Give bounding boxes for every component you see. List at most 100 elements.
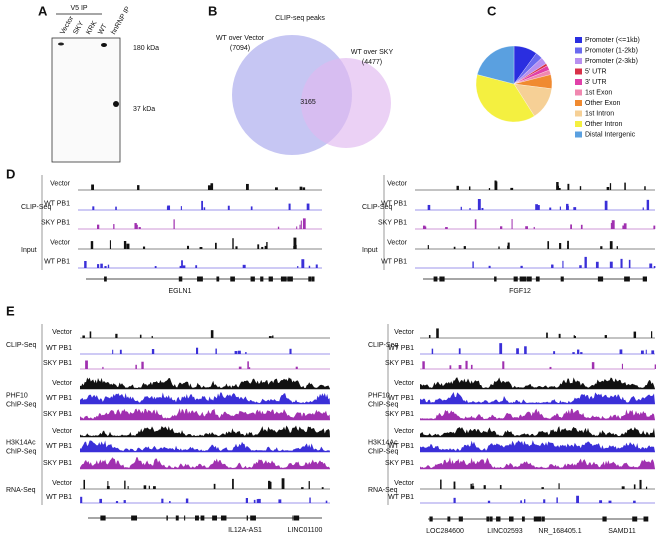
signal-peak	[558, 333, 561, 338]
exon	[496, 516, 501, 522]
group-label: CLIP-Seq	[21, 204, 51, 211]
signal-peak	[651, 331, 653, 338]
signal-peak	[308, 481, 310, 489]
signal-peak	[543, 499, 546, 503]
signal-area	[80, 440, 330, 452]
gene-name: LINC02593	[487, 528, 523, 535]
signal-peak	[619, 349, 623, 354]
signal-peak	[294, 244, 297, 249]
signal-peak	[574, 336, 576, 338]
track-label: Vector	[387, 239, 408, 246]
signal-peak	[245, 498, 248, 503]
signal-peak	[584, 256, 587, 268]
group-label: ChIP-Seq	[6, 448, 36, 455]
signal-peak	[232, 478, 234, 489]
signal-peak	[628, 259, 631, 268]
group-label: ChIP-Seq	[6, 401, 36, 408]
signal-peak	[458, 365, 462, 369]
signal-peak	[142, 246, 146, 249]
exon	[535, 276, 540, 282]
group-label: PHF10	[368, 392, 390, 399]
signal-peak	[633, 484, 636, 489]
signal-peak	[516, 348, 519, 354]
signal-peak	[606, 186, 610, 190]
signal-peak	[97, 224, 100, 229]
signal-peak	[207, 185, 211, 190]
track-label: WT PB1	[388, 395, 414, 402]
exon	[526, 276, 532, 282]
group-label: H3K14Ac	[368, 439, 398, 446]
signal-peak	[524, 499, 526, 503]
signal-peak	[552, 264, 554, 268]
signal-peak	[549, 207, 552, 210]
signal-peak	[610, 245, 613, 249]
signal-peak	[237, 350, 241, 354]
signal-peak	[649, 263, 653, 268]
signal-peak	[422, 361, 425, 369]
signal-peak	[123, 240, 127, 249]
signal-peak	[321, 487, 324, 489]
signal-peak	[109, 240, 111, 249]
legend-swatch	[575, 68, 582, 75]
signal-peak	[468, 186, 471, 190]
signal-peak	[107, 264, 110, 268]
signal-peak	[591, 362, 595, 369]
signal-area	[420, 392, 655, 404]
signal-peak	[609, 241, 613, 249]
signal-area	[420, 408, 655, 420]
signal-peak	[215, 242, 217, 249]
signal-area	[80, 408, 330, 420]
exon	[632, 516, 638, 522]
signal-peak	[558, 483, 560, 489]
track-label: WT PB1	[388, 443, 414, 450]
signal-peak	[502, 361, 505, 369]
legend-swatch	[575, 121, 582, 127]
signal-peak	[124, 480, 126, 489]
signal-peak	[567, 245, 569, 249]
signal-peak	[215, 348, 217, 354]
signal-peak	[595, 261, 599, 268]
exon	[536, 516, 542, 522]
group-label: H3K14Ac	[6, 439, 36, 446]
signal-peak	[481, 207, 484, 210]
signal-peak	[579, 186, 582, 190]
group-label: CLIP-Seq	[368, 342, 398, 349]
track-label: WT PB1	[44, 200, 70, 207]
signal-peak	[604, 200, 608, 210]
track-label: Vector	[394, 380, 415, 387]
signal-peak	[301, 259, 305, 268]
track-label: WT PB1	[388, 345, 414, 352]
signal-peak	[428, 335, 431, 338]
signal-peak	[185, 498, 189, 503]
label: (7094)	[230, 45, 250, 52]
exon	[260, 276, 264, 282]
legend-swatch	[575, 100, 582, 106]
gene-name: FGF12	[509, 288, 531, 295]
signal-peak	[520, 265, 523, 268]
exon	[442, 276, 445, 282]
lane-label: KRK	[85, 20, 98, 36]
exon	[523, 276, 527, 282]
signal-peak	[302, 218, 306, 229]
exon	[513, 276, 518, 282]
signal-peak	[604, 335, 607, 338]
signal-peak	[300, 220, 302, 229]
signal-peak	[621, 486, 625, 489]
signal-peak	[82, 335, 85, 338]
signal-peak	[277, 226, 280, 229]
exon	[246, 515, 248, 521]
signal-peak	[242, 264, 246, 268]
signal-peak	[498, 246, 500, 249]
legend-label: 1st Intron	[585, 110, 614, 117]
exon	[212, 515, 217, 521]
exon	[216, 276, 220, 282]
signal-area	[420, 426, 655, 437]
signal-peak	[203, 207, 206, 210]
track-label: WT PB1	[46, 494, 72, 501]
signal-peak	[567, 183, 570, 190]
group-label: Input	[362, 247, 378, 254]
signal-peak	[453, 497, 456, 503]
panel-label: B	[208, 3, 217, 18]
signal-peak	[264, 245, 268, 249]
signal-peak	[494, 180, 497, 190]
